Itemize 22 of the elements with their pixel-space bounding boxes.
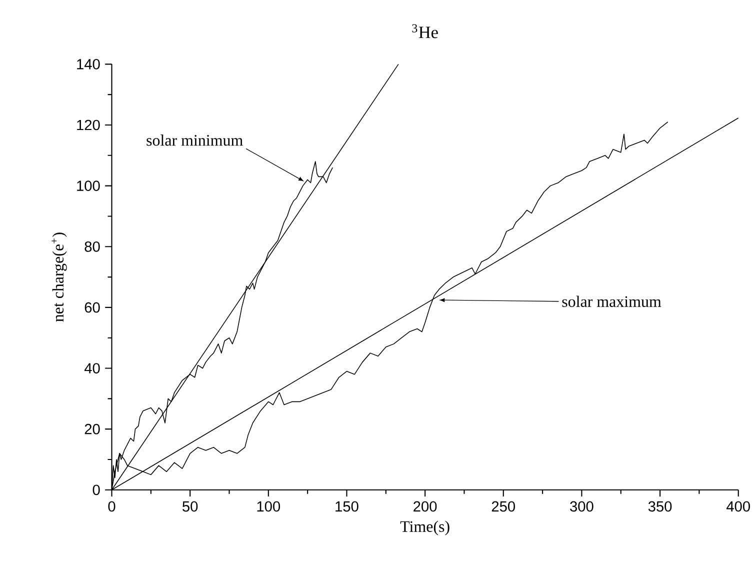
- x-tick-label: 0: [108, 501, 116, 512]
- annotation: solar minimum: [146, 134, 243, 146]
- y-tick-label: 100: [77, 180, 100, 192]
- y-tick-label: 60: [84, 302, 100, 313]
- x-tick-label: 250: [492, 501, 515, 512]
- x-tick-label: 100: [257, 501, 280, 512]
- x-axis-title: Time(s): [400, 520, 450, 536]
- y-tick-label: 140: [77, 59, 100, 70]
- x-tick-label: 400: [726, 501, 750, 512]
- x-tick-label: 200: [414, 501, 437, 512]
- x-tick-label: 350: [648, 501, 672, 512]
- x-tick-label: 50: [182, 501, 198, 512]
- annotation: solar maximum: [562, 296, 662, 308]
- y-tick-label: 120: [77, 120, 100, 130]
- y-tick-label: 80: [84, 242, 100, 252]
- y-tick-label: 20: [84, 424, 100, 434]
- x-tick-label: 300: [570, 501, 594, 512]
- y-tick-label: 40: [84, 363, 100, 374]
- y-tick-label: 0: [92, 484, 100, 496]
- x-tick-label: 150: [336, 501, 358, 512]
- y-axis-title: net charge(e$^{+}$): [52, 232, 67, 322]
- chart-title: $^{3}$He: [412, 24, 438, 38]
